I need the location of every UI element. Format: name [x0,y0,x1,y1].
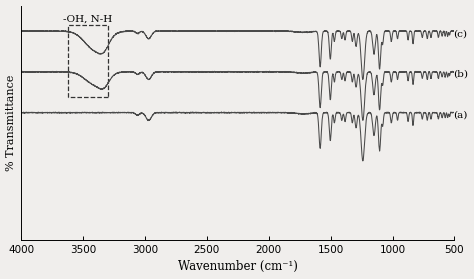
Bar [68,25,108,97]
Text: (c): (c) [453,29,467,38]
Text: -OH, N-H: -OH, N-H [64,15,113,23]
Text: (a): (a) [453,111,468,120]
Y-axis label: % Transmittance: % Transmittance [6,74,16,171]
Text: (b): (b) [453,70,468,79]
X-axis label: Wavenumber (cm⁻¹): Wavenumber (cm⁻¹) [178,260,298,273]
